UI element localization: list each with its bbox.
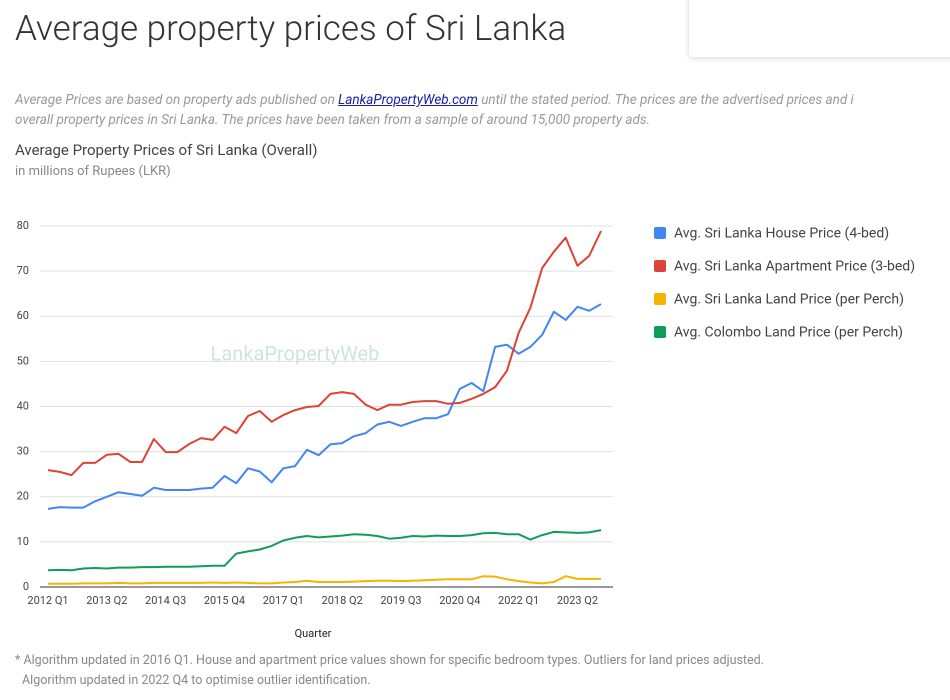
y-tick-label: 40 <box>17 399 29 412</box>
legend-label: Avg. Sri Lanka Land Price (per Perch) <box>674 292 904 308</box>
legend-swatch <box>654 293 666 305</box>
chart-subtitle: in millions of Rupees (LKR) <box>15 164 171 179</box>
legend-label: Avg. Colombo Land Price (per Perch) <box>674 325 903 341</box>
x-tick-label: 2015 Q4 <box>204 594 245 607</box>
x-tick-label: 2018 Q2 <box>322 594 363 607</box>
intro-text: Average Prices are based on property ads… <box>15 92 339 108</box>
series-line <box>48 575 601 585</box>
footnote: * Algorithm updated in 2016 Q1. House an… <box>15 653 764 668</box>
page-title: Average property prices of Sri Lanka <box>15 8 567 49</box>
y-tick-label: 60 <box>17 309 29 322</box>
y-tick-label: 20 <box>17 490 29 503</box>
legend-swatch <box>654 227 666 239</box>
y-tick-label: 50 <box>17 354 29 367</box>
x-tick-label: 2023 Q2 <box>557 594 598 607</box>
chart: 0 10 20 30 40 50 60 70 80 LankaPropertyWeb 2012 Q1… <box>17 219 915 640</box>
x-tick-label: 2019 Q3 <box>380 594 421 607</box>
side-card <box>689 0 950 57</box>
x-axis-label: Quarter <box>295 627 332 640</box>
y-tick-label: 10 <box>17 535 29 548</box>
series-line <box>47 230 602 477</box>
series-line <box>47 303 602 510</box>
intro-link[interactable]: LankaPropertyWeb.com <box>338 92 478 108</box>
intro-text: until the stated period. The prices are … <box>477 92 854 108</box>
y-tick-label: 80 <box>17 219 29 232</box>
chart-title: Average Property Prices of Sri Lanka (Ov… <box>15 141 318 159</box>
x-tick-label: 2022 Q1 <box>498 594 539 607</box>
watermark: LankaPropertyWeb <box>211 341 380 365</box>
x-tick-label: 2014 Q3 <box>145 594 186 607</box>
legend-label: Avg. Sri Lanka Apartment Price (3-bed) <box>674 259 915 275</box>
series-line <box>47 529 602 572</box>
y-tick-label: 70 <box>17 264 29 277</box>
legend-swatch <box>654 326 666 338</box>
x-tick-label: 2017 Q1 <box>263 594 304 607</box>
legend-label: Avg. Sri Lanka House Price (4-bed) <box>674 226 889 242</box>
x-tick-label: 2013 Q2 <box>86 594 127 607</box>
legend-swatch <box>654 260 666 272</box>
y-tick-label: 0 <box>23 580 29 593</box>
y-tick-label: 30 <box>17 445 29 458</box>
intro-line: Average Prices are based on property ads… <box>15 92 950 108</box>
x-tick-label: 2020 Q4 <box>439 594 480 607</box>
x-tick-label: 2012 Q1 <box>27 594 68 607</box>
footnote: Algorithm updated in 2022 Q4 to optimise… <box>22 673 371 688</box>
intro-line: overall property prices in Sri Lanka. Th… <box>15 112 651 128</box>
